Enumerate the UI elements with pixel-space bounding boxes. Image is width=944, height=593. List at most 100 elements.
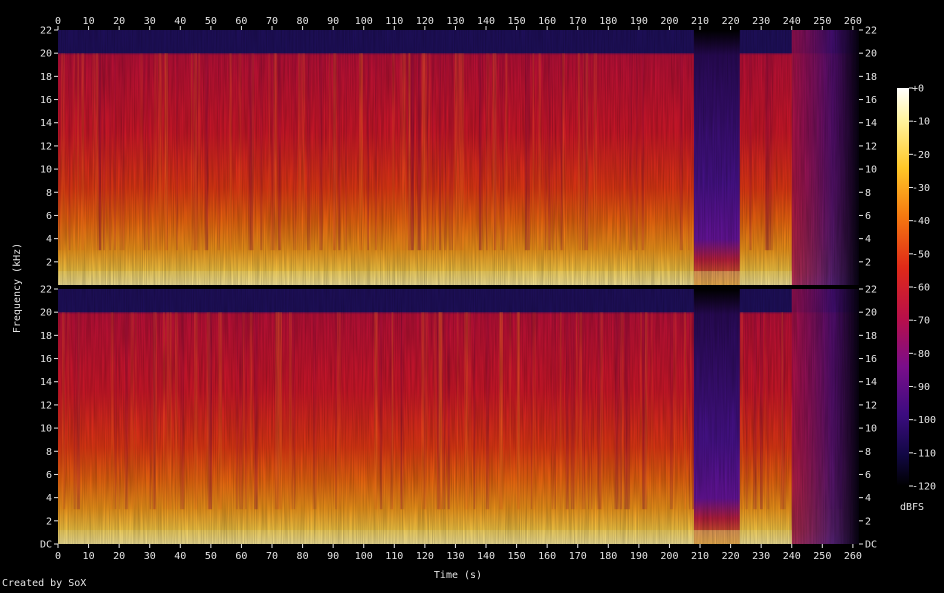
x-axis-bottom: 0 10 20 30 40 50 60 70 80 90 100 110 120 130 140 150 160… xyxy=(55,544,862,562)
x-tick-label: 210 xyxy=(691,551,709,562)
y-tick-label: 2 xyxy=(46,257,52,268)
x-tick-label: 240 xyxy=(783,16,801,27)
y-tick-label: 6 xyxy=(865,470,871,481)
x-tick-label: 200 xyxy=(660,16,678,27)
y-tick-label: 14 xyxy=(40,377,52,388)
sox-credit: Created by SoX xyxy=(2,578,87,589)
x-tick-label: 0 xyxy=(55,16,61,27)
x-tick-label: 150 xyxy=(508,551,526,562)
x-axis-top: 0 10 20 30 40 50 60 70 80 90 100 110 120 130 140 150 160… xyxy=(55,16,862,30)
colorbar-tick-label: -30 xyxy=(912,183,930,194)
x-axis-label: Time (s) xyxy=(434,570,482,581)
x-tick-label: 140 xyxy=(477,551,495,562)
colorbar-ticks: +0 -10 -20 -30 -40 -50 -60 -70 -80 -90 -100 -110 -12… xyxy=(909,84,936,493)
colorbar-tick-label: -70 xyxy=(912,316,930,327)
y-tick-label: 18 xyxy=(865,331,877,342)
x-tick-label: 220 xyxy=(722,16,740,27)
x-tick-label: 0 xyxy=(55,551,61,562)
y-tick-label: 22 xyxy=(40,26,52,37)
colorbar-tick-label: -40 xyxy=(912,216,930,227)
grain-overlay xyxy=(58,289,859,544)
y-tick-label: 20 xyxy=(40,308,52,319)
y-tick-label: 6 xyxy=(46,211,52,222)
x-tick-label: 80 xyxy=(297,551,309,562)
y-tick-label: 4 xyxy=(865,234,871,245)
y-tick-label: 4 xyxy=(865,493,871,504)
x-tick-label: 90 xyxy=(327,16,339,27)
colorbar-tick-label: -90 xyxy=(912,382,930,393)
x-tick-label: 110 xyxy=(385,16,403,27)
x-tick-label: 150 xyxy=(508,16,526,27)
x-tick-label: 80 xyxy=(297,16,309,27)
y-tick-label: 22 xyxy=(865,26,877,37)
x-tick-label: 10 xyxy=(83,551,95,562)
colorbar-tick-label: +0 xyxy=(912,84,924,95)
x-tick-label: 40 xyxy=(174,16,186,27)
colorbar-tick-label: -110 xyxy=(912,448,936,459)
y-tick-label: 22 xyxy=(865,285,877,296)
x-tick-label: 180 xyxy=(599,551,617,562)
y-tick-label: 8 xyxy=(46,447,52,458)
y-tick-label: 18 xyxy=(40,331,52,342)
y-tick-label: 6 xyxy=(865,211,871,222)
y-tick-label: 12 xyxy=(40,400,52,411)
x-tick-label: 180 xyxy=(599,16,617,27)
y-tick-label: 6 xyxy=(46,470,52,481)
grain-overlay xyxy=(58,30,859,285)
y-tick-label: 8 xyxy=(46,188,52,199)
y-tick-label: 14 xyxy=(865,377,877,388)
x-tick-label: 190 xyxy=(630,16,648,27)
x-tick-label: 50 xyxy=(205,551,217,562)
y-tick-label: 12 xyxy=(865,400,877,411)
y-tick-label: 12 xyxy=(865,141,877,152)
y-tick-label: 10 xyxy=(865,165,877,176)
x-tick-label: 10 xyxy=(83,16,95,27)
y-tick-label: 18 xyxy=(40,72,52,83)
x-tick-label: 200 xyxy=(660,551,678,562)
y-tick-label: 16 xyxy=(865,95,877,106)
x-tick-label: 230 xyxy=(752,16,770,27)
y-tick-label: 16 xyxy=(40,95,52,106)
x-tick-label: 20 xyxy=(113,16,125,27)
x-tick-label: 130 xyxy=(446,551,464,562)
x-tick-label: 210 xyxy=(691,16,709,27)
y-tick-label: 10 xyxy=(40,165,52,176)
y-tick-label: 20 xyxy=(865,49,877,60)
y-tick-label: 10 xyxy=(40,424,52,435)
colorbar-label: dBFS xyxy=(900,502,924,513)
x-tick-label: 60 xyxy=(235,16,247,27)
x-tick-label: 240 xyxy=(783,551,801,562)
y-tick-label: 16 xyxy=(865,354,877,365)
x-tick-label: 100 xyxy=(355,16,373,27)
x-tick-label: 30 xyxy=(144,16,156,27)
x-tick-label: 60 xyxy=(235,551,247,562)
colorbar-tick-label: -20 xyxy=(912,150,930,161)
x-tick-label: 110 xyxy=(385,551,403,562)
x-tick-label: 170 xyxy=(569,16,587,27)
x-tick-label: 170 xyxy=(569,551,587,562)
colorbar-tick-label: -100 xyxy=(912,415,936,426)
colorbar-tick-label: -10 xyxy=(912,117,930,128)
x-tick-label: 260 xyxy=(844,551,862,562)
x-tick-label: 100 xyxy=(355,551,373,562)
x-tick-label: 250 xyxy=(813,16,831,27)
x-tick-label: 70 xyxy=(266,551,278,562)
colorbar-tick-label: -120 xyxy=(912,482,936,493)
x-tick-label: 160 xyxy=(538,551,556,562)
channel-1-panel xyxy=(58,30,859,285)
y-tick-label: 18 xyxy=(865,72,877,83)
x-tick-label: 140 xyxy=(477,16,495,27)
y-tick-label: 4 xyxy=(46,493,52,504)
x-tick-label: 40 xyxy=(174,551,186,562)
y-tick-label: DC xyxy=(865,540,877,551)
colorbar-tick-label: -80 xyxy=(912,349,930,360)
y-tick-label: DC xyxy=(40,540,52,551)
colorbar xyxy=(897,88,909,486)
channel-2-panel xyxy=(58,289,859,544)
x-tick-label: 50 xyxy=(205,16,217,27)
y-tick-label: 8 xyxy=(865,188,871,199)
x-tick-label: 260 xyxy=(844,16,862,27)
y-tick-label: 2 xyxy=(46,516,52,527)
